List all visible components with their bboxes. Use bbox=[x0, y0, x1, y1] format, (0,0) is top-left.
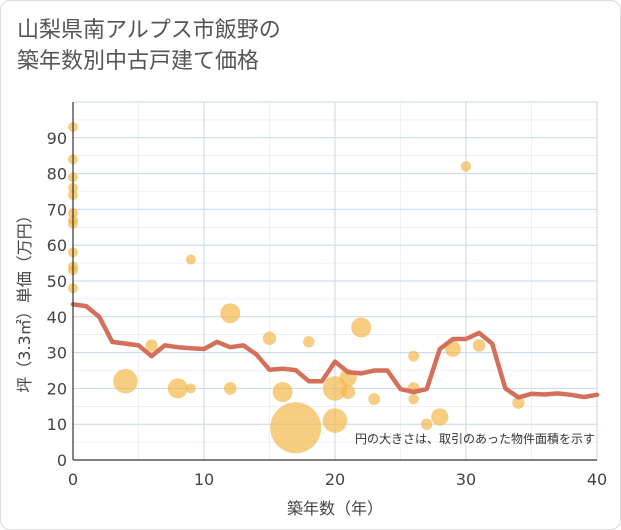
y-tick-label: 80 bbox=[47, 165, 67, 184]
bubble-point bbox=[223, 382, 237, 395]
y-tick-label: 60 bbox=[47, 236, 67, 255]
bubble-point bbox=[341, 384, 356, 400]
bubble-size-note: 円の大きさは、取引のあった物件面積を示す bbox=[355, 431, 595, 446]
y-tick-label: 30 bbox=[47, 344, 67, 363]
x-tick-label: 40 bbox=[587, 470, 607, 489]
bubble-point bbox=[303, 336, 315, 348]
bubble-point bbox=[431, 408, 449, 426]
y-tick-label: 50 bbox=[47, 272, 67, 291]
bubble-point bbox=[145, 339, 158, 352]
bubble-point bbox=[408, 393, 419, 405]
bubble-point bbox=[408, 350, 420, 362]
chart-title-line-2: 築年数別中古戸建て価格 bbox=[17, 49, 260, 74]
x-tick-label: 30 bbox=[456, 470, 476, 489]
bubble-point bbox=[167, 378, 188, 399]
bubble-point bbox=[420, 418, 433, 430]
bubble-point bbox=[185, 383, 196, 394]
x-axis-label: 築年数（年） bbox=[287, 499, 383, 518]
bubble-point bbox=[368, 393, 381, 406]
bubble-point bbox=[460, 161, 472, 172]
bubble-point bbox=[322, 408, 348, 433]
y-tick-label: 0 bbox=[57, 451, 67, 470]
chart-title-line-1: 山梨県南アルプス市飯野の bbox=[17, 18, 281, 43]
y-tick-label: 40 bbox=[47, 308, 67, 327]
y-tick-label: 10 bbox=[47, 415, 67, 434]
bubble-point bbox=[185, 254, 196, 265]
bubble-point bbox=[351, 317, 372, 338]
axis-layer: 0 10 20 30 40 0 10 20 30 40 50 60 70 80 90 bbox=[47, 102, 607, 489]
y-axis-label: 坪（3.3㎡）単価（万円） bbox=[15, 207, 34, 392]
trend-line-layer bbox=[70, 302, 600, 400]
bubble-point bbox=[444, 341, 461, 357]
bubble-point bbox=[270, 402, 322, 454]
bubble-point bbox=[220, 303, 241, 324]
x-tick-label: 20 bbox=[325, 470, 345, 489]
trend-line bbox=[70, 302, 600, 400]
y-tick-label: 90 bbox=[47, 129, 67, 148]
x-tick-label: 0 bbox=[68, 470, 78, 489]
bubble-point bbox=[113, 368, 138, 394]
y-tick-label: 20 bbox=[47, 379, 67, 398]
x-tick-label: 10 bbox=[194, 470, 214, 489]
bubble-point bbox=[472, 339, 486, 352]
chart-title: 山梨県南アルプス市飯野の 築年数別中古戸建て価格 bbox=[17, 15, 281, 77]
bubble-point bbox=[272, 381, 293, 402]
y-tick-label: 70 bbox=[47, 200, 67, 219]
bubble-point bbox=[262, 331, 277, 345]
bubble-point bbox=[512, 396, 525, 409]
